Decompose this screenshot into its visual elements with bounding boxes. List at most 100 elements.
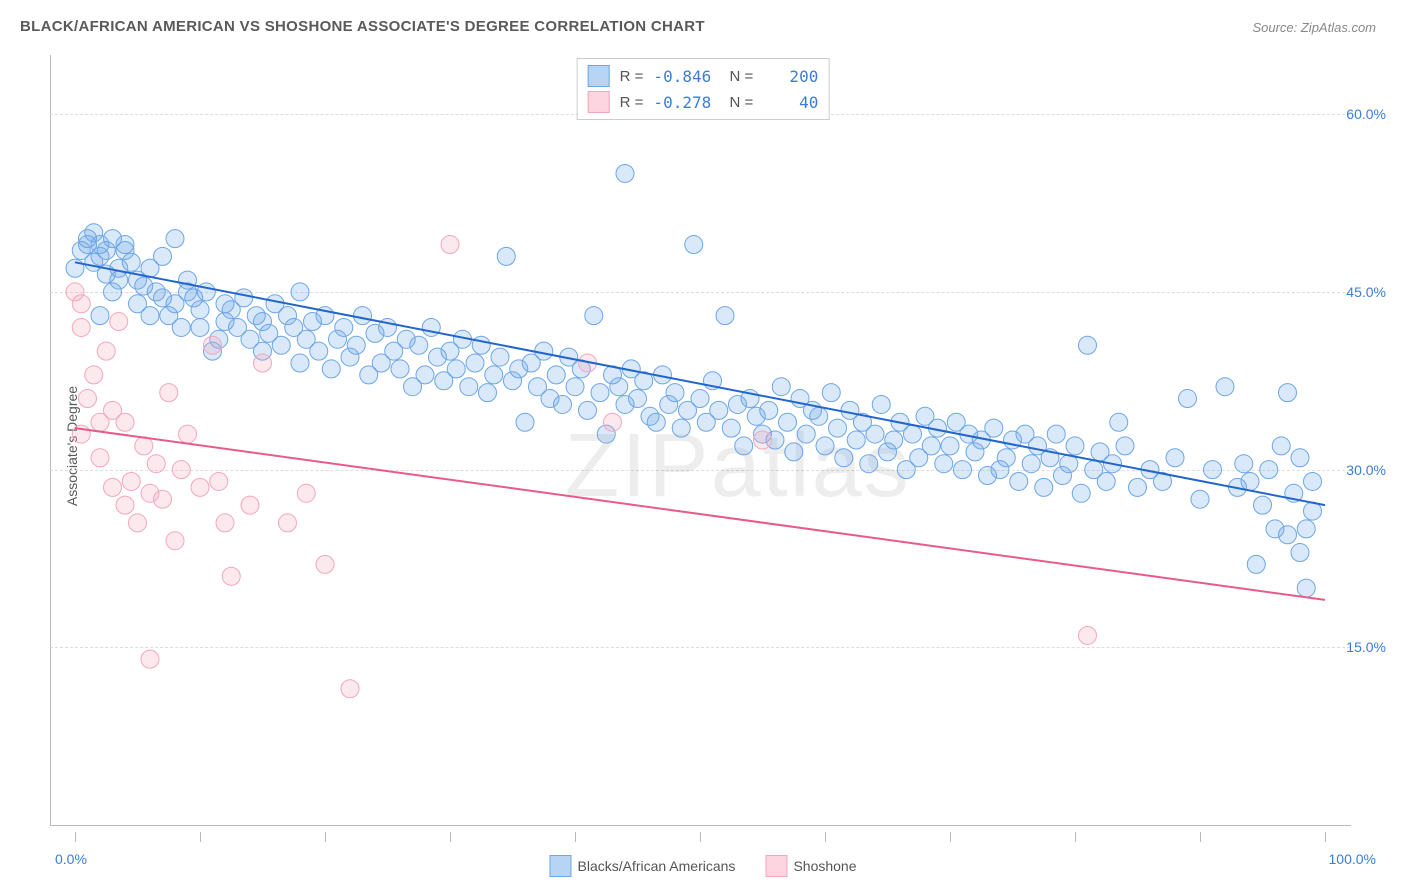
data-point bbox=[885, 431, 903, 449]
data-point bbox=[1066, 437, 1084, 455]
data-point bbox=[222, 567, 240, 585]
r-value: -0.846 bbox=[653, 67, 711, 86]
data-point bbox=[335, 318, 353, 336]
data-point bbox=[810, 407, 828, 425]
data-point bbox=[479, 384, 497, 402]
data-point bbox=[1241, 472, 1259, 490]
legend-label: Shoshone bbox=[793, 858, 856, 874]
x-tick bbox=[575, 832, 576, 842]
data-point bbox=[204, 336, 222, 354]
data-point bbox=[872, 395, 890, 413]
r-value: -0.278 bbox=[653, 93, 711, 112]
x-tick bbox=[1200, 832, 1201, 842]
data-point bbox=[347, 336, 365, 354]
data-point bbox=[91, 449, 109, 467]
data-point bbox=[1272, 437, 1290, 455]
data-point bbox=[610, 378, 628, 396]
data-point bbox=[116, 413, 134, 431]
data-point bbox=[616, 164, 634, 182]
data-point bbox=[422, 318, 440, 336]
data-point bbox=[1166, 449, 1184, 467]
data-point bbox=[416, 366, 434, 384]
data-point bbox=[685, 236, 703, 254]
data-point bbox=[722, 419, 740, 437]
x-tick bbox=[1075, 832, 1076, 842]
stats-row-series2: R = -0.278 N = 40 bbox=[588, 89, 819, 115]
trend-line bbox=[75, 262, 1325, 505]
data-point bbox=[547, 366, 565, 384]
data-point bbox=[166, 532, 184, 550]
n-label: N = bbox=[721, 68, 753, 85]
data-point bbox=[935, 455, 953, 473]
chart-title: BLACK/AFRICAN AMERICAN VS SHOSHONE ASSOC… bbox=[20, 18, 705, 35]
data-point bbox=[254, 354, 272, 372]
data-point bbox=[160, 384, 178, 402]
data-point bbox=[1235, 455, 1253, 473]
data-point bbox=[104, 478, 122, 496]
data-point bbox=[291, 354, 309, 372]
data-point bbox=[1097, 472, 1115, 490]
stats-legend-box: R = -0.846 N = 200 R = -0.278 N = 40 bbox=[577, 58, 830, 120]
data-point bbox=[110, 313, 128, 331]
x-tick bbox=[75, 832, 76, 842]
data-point bbox=[154, 247, 172, 265]
data-point bbox=[316, 555, 334, 573]
data-point bbox=[710, 401, 728, 419]
data-point bbox=[1247, 555, 1265, 573]
data-point bbox=[291, 283, 309, 301]
data-point bbox=[985, 419, 1003, 437]
x-tick bbox=[200, 832, 201, 842]
data-point bbox=[141, 307, 159, 325]
data-point bbox=[1291, 449, 1309, 467]
data-point bbox=[1047, 425, 1065, 443]
data-point bbox=[1297, 579, 1315, 597]
data-point bbox=[241, 496, 259, 514]
data-point bbox=[666, 384, 684, 402]
data-point bbox=[466, 354, 484, 372]
data-point bbox=[172, 318, 190, 336]
data-point bbox=[1304, 472, 1322, 490]
data-point bbox=[216, 514, 234, 532]
data-point bbox=[472, 336, 490, 354]
data-point bbox=[79, 390, 97, 408]
data-point bbox=[1291, 544, 1309, 562]
data-point bbox=[672, 419, 690, 437]
data-point bbox=[566, 378, 584, 396]
data-point bbox=[210, 472, 228, 490]
data-point bbox=[191, 478, 209, 496]
data-point bbox=[860, 455, 878, 473]
data-point bbox=[322, 360, 340, 378]
data-point bbox=[122, 472, 140, 490]
data-point bbox=[847, 431, 865, 449]
data-point bbox=[1179, 390, 1197, 408]
scatter-chart bbox=[50, 55, 1350, 825]
data-point bbox=[122, 253, 140, 271]
data-point bbox=[1035, 478, 1053, 496]
y-tick-label: 15.0% bbox=[1346, 639, 1386, 655]
data-point bbox=[279, 514, 297, 532]
data-point bbox=[116, 496, 134, 514]
r-label: R = bbox=[620, 68, 644, 85]
data-point bbox=[554, 395, 572, 413]
data-point bbox=[922, 437, 940, 455]
data-point bbox=[1079, 626, 1097, 644]
data-point bbox=[485, 366, 503, 384]
data-point bbox=[835, 449, 853, 467]
data-point bbox=[904, 425, 922, 443]
data-point bbox=[754, 431, 772, 449]
data-point bbox=[716, 307, 734, 325]
data-point bbox=[310, 342, 328, 360]
data-point bbox=[585, 307, 603, 325]
y-tick-label: 30.0% bbox=[1346, 462, 1386, 478]
data-point bbox=[1010, 472, 1028, 490]
source-attribution: Source: ZipAtlas.com bbox=[1252, 20, 1376, 35]
x-tick bbox=[1325, 832, 1326, 842]
data-point bbox=[604, 413, 622, 431]
x-min-label: 0.0% bbox=[55, 851, 87, 867]
data-point bbox=[172, 461, 190, 479]
data-point bbox=[135, 437, 153, 455]
data-point bbox=[441, 236, 459, 254]
bottom-legend: Blacks/African Americans Shoshone bbox=[549, 855, 856, 877]
data-point bbox=[272, 336, 290, 354]
data-point bbox=[866, 425, 884, 443]
